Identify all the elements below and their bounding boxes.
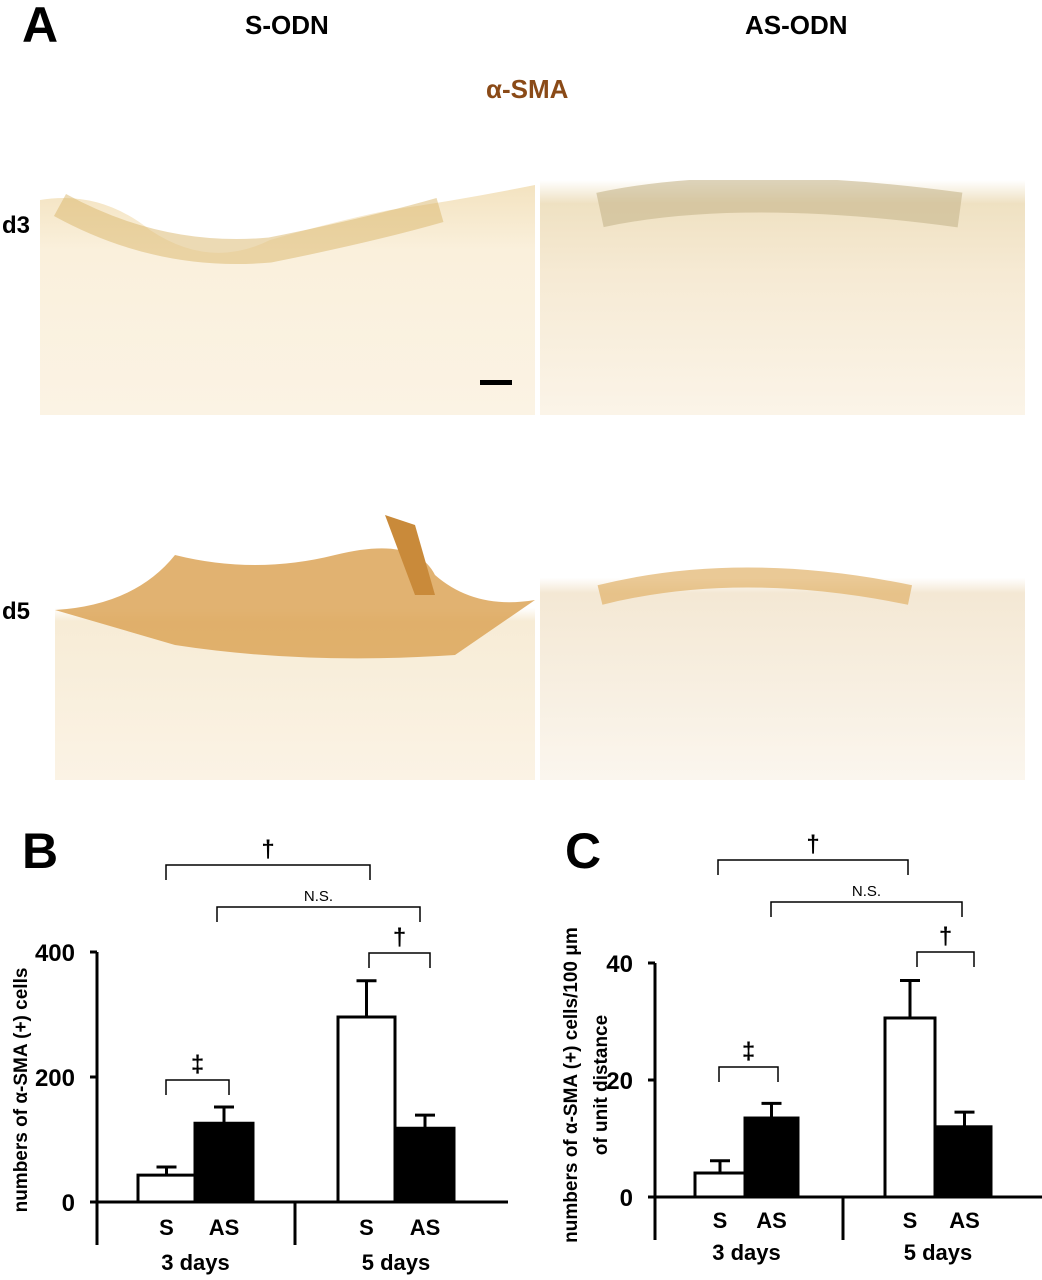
- micrograph-s-odn-d5: [55, 515, 535, 780]
- group-label: 3 days: [712, 1240, 781, 1265]
- column-title-as-odn: AS-ODN: [745, 10, 848, 40]
- y-tick-label: 40: [606, 951, 633, 978]
- significance-bracket: [165, 1079, 230, 1095]
- tissue-as-d5: [597, 567, 913, 605]
- significance-mark: †: [806, 831, 819, 858]
- category-label: S: [359, 1215, 374, 1240]
- significance-mark: N.S.: [852, 883, 881, 900]
- bar-s-4-days: [883, 1016, 937, 1199]
- significance-mark: †: [261, 836, 274, 863]
- group-label: 5 days: [362, 1250, 431, 1275]
- micrograph-s-odn-d3: [40, 180, 535, 415]
- micrograph-as-odn-d5: [540, 560, 1025, 780]
- significance-bracket: [916, 951, 975, 967]
- y-tick-label: 400: [35, 940, 75, 967]
- row-label-d3: d3: [2, 212, 31, 239]
- stain-label: α-SMA: [486, 74, 569, 104]
- significance-mark: †: [393, 924, 406, 951]
- significance-bracket: [717, 859, 909, 875]
- bar-s-4-days: [336, 1015, 397, 1204]
- bar-s-3-days: [136, 1173, 197, 1204]
- y-tick-label: 20: [606, 1068, 633, 1095]
- y-axis-label: of unit distance: [591, 1015, 612, 1155]
- category-label: S: [713, 1208, 728, 1233]
- row-label-d5: d5: [2, 598, 31, 625]
- category-label: S: [159, 1215, 174, 1240]
- significance-mark: N.S.: [304, 888, 333, 905]
- bar-as-4-days: [936, 1125, 993, 1199]
- tissue-s-d5: [55, 515, 535, 659]
- bar-as-4-days: [394, 1126, 456, 1204]
- category-label: AS: [756, 1208, 787, 1233]
- category-label: AS: [949, 1208, 980, 1233]
- category-label: S: [903, 1208, 918, 1233]
- significance-bracket: [165, 864, 371, 880]
- significance-bracket: [216, 906, 421, 922]
- tissue-s-d3: [40, 180, 535, 385]
- y-tick-label: 200: [35, 1065, 75, 1092]
- y-tick-label: 0: [62, 1190, 75, 1217]
- y-tick-label: 0: [620, 1185, 633, 1212]
- bar-s-3-days: [693, 1171, 747, 1199]
- significance-mark: ‡: [742, 1038, 755, 1065]
- category-label: AS: [209, 1215, 240, 1240]
- panel-letter-a: A: [22, 0, 59, 53]
- scale-bar: [480, 380, 512, 385]
- significance-mark: ‡: [191, 1051, 204, 1078]
- tissue-as-d3: [596, 180, 963, 228]
- group-label: 5 days: [904, 1240, 973, 1265]
- panel-letter-c: C: [565, 823, 602, 879]
- column-title-s-odn: S-ODN: [245, 10, 329, 40]
- y-axis-label: numbers of α-SMA (+) cells/100 μm: [561, 927, 582, 1243]
- group-label: 3 days: [161, 1250, 230, 1275]
- panel-letter-b: B: [22, 823, 59, 879]
- category-label: AS: [410, 1215, 441, 1240]
- significance-bracket: [368, 952, 431, 968]
- significance-mark: †: [939, 923, 952, 950]
- significance-bracket: [718, 1066, 779, 1082]
- bar-as-3-days: [743, 1116, 800, 1199]
- bar-as-3-days: [193, 1121, 255, 1204]
- y-axis-label: numbers of α-SMA (+) cells: [11, 968, 32, 1213]
- significance-bracket: [770, 901, 963, 917]
- micrograph-as-odn-d3: [540, 180, 1025, 415]
